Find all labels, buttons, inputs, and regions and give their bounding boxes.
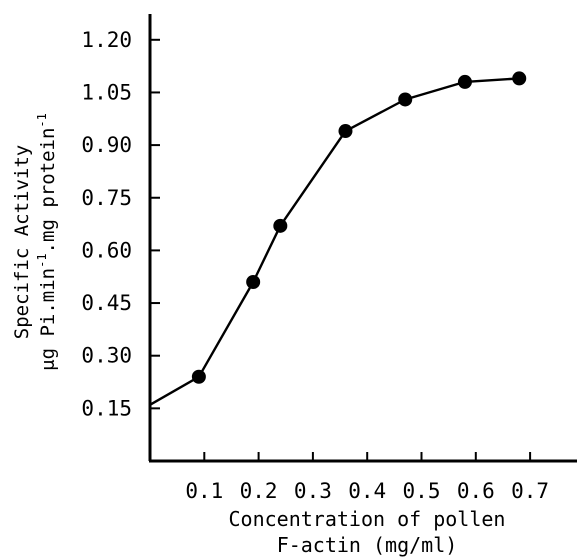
data-point [191,369,206,384]
x-axis-title-line2: F-actin (mg/ml) [277,533,458,557]
series [149,71,527,406]
y-tick-label: 0.75 [81,186,132,210]
data-point [246,274,261,289]
x-tick-label: 0.2 [240,479,278,503]
x-tick-label: 0.5 [403,479,441,503]
y-tick-label: 1.05 [81,80,132,104]
data-point [457,74,472,89]
x-axis-title: Concentration of pollen F-actin (mg/ml) [229,507,506,557]
x-tick-label: 0.7 [511,479,549,503]
axes [148,14,577,463]
y-axis-title-line2: μg Pi.min-1.mg protein-1 [35,113,59,371]
y-tick-label: 0.15 [81,396,132,420]
y-tick-label: 0.90 [81,133,132,157]
x-tick-label: 0.3 [294,479,332,503]
x-axis-title-line1: Concentration of pollen [229,507,506,531]
y-axis-title-line2-sup2: -1 [35,113,49,127]
y-tick-label: 0.60 [81,238,132,262]
x-tick-label: 0.6 [457,479,495,503]
y-axis-title-line2-prefix: μg Pi.min [37,268,59,371]
data-point [512,71,527,86]
y-axis-title-line2-sup1: -1 [35,253,49,267]
x-tick-label: 0.4 [348,479,386,503]
y-axis-title-line1: Specific Activity [11,145,33,339]
data-point [273,218,288,233]
y-tick-label: 0.45 [81,291,132,315]
y-ticks: 1.20 1.05 0.90 0.75 0.60 0.45 0.30 0.15 [81,28,160,420]
data-point [338,124,353,139]
x-tick-label: 0.1 [185,479,223,503]
y-tick-label: 0.30 [81,344,132,368]
x-ticks: 0.1 0.2 0.3 0.4 0.5 0.6 0.7 [185,452,549,503]
series-line [149,77,520,406]
y-tick-label: 1.20 [81,28,132,52]
data-point [398,92,413,107]
y-axis-title-line2-mid: .mg protein [37,128,59,254]
y-axis-title: Specific Activity μg Pi.min-1.mg protein… [11,113,59,371]
